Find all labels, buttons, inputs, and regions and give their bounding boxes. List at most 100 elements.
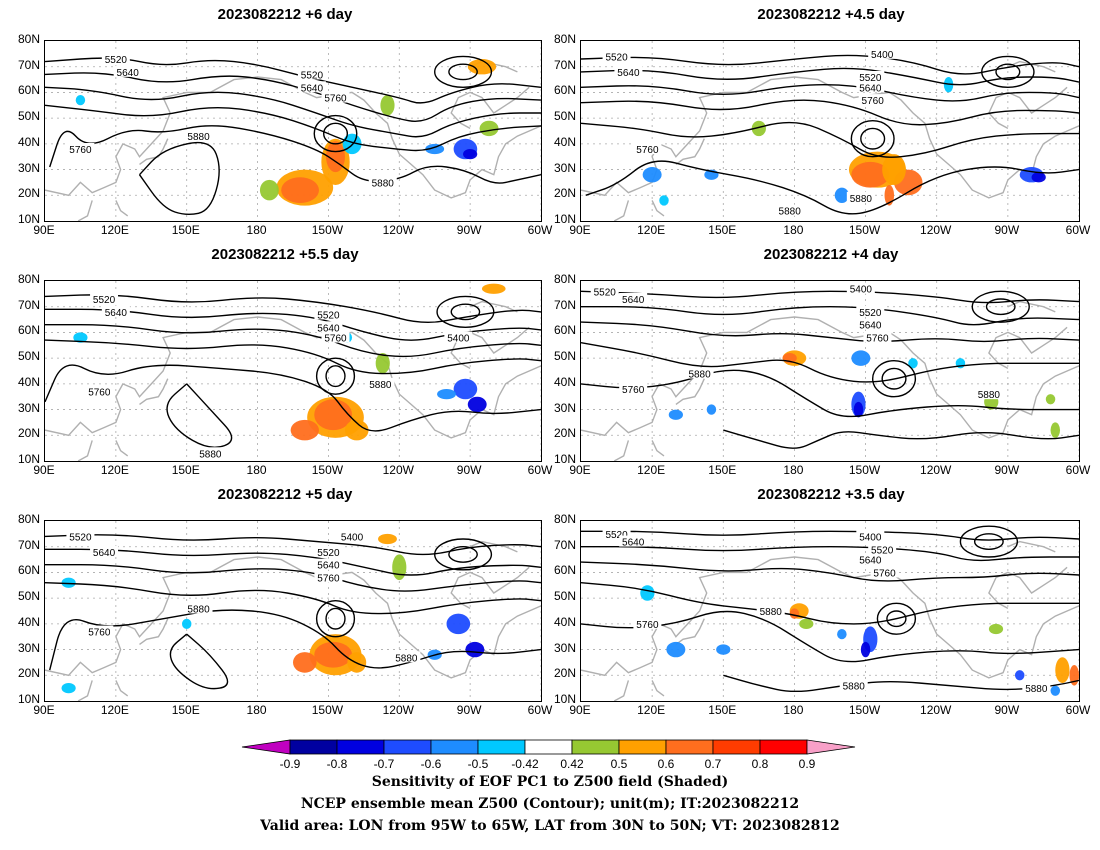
coastline — [115, 200, 129, 217]
lon-label: 90E — [33, 703, 55, 717]
colorbar-swatch — [383, 739, 432, 755]
contour-label: 5520 — [69, 532, 92, 543]
contour-label-bg — [619, 293, 648, 304]
z500-closed-contour — [871, 360, 917, 398]
z500-closed-contour — [881, 367, 907, 390]
contour-label-bg — [338, 530, 367, 542]
lon-label: 90W — [994, 223, 1020, 237]
contour-label-bg — [297, 81, 326, 93]
lat-label: 10N — [17, 692, 40, 706]
lon-label: 180 — [783, 463, 804, 477]
contour-label-bg — [314, 545, 343, 557]
sensitivity-shade — [467, 59, 497, 75]
colorbar-tick-label: -0.7 — [374, 757, 395, 771]
caption-line-3: Valid area: LON from 95W to 65W, LAT fro… — [260, 818, 840, 834]
caption-line-2: NCEP ensemble mean Z500 (Contour); unit(… — [300, 796, 800, 812]
contour-label-bg — [444, 331, 473, 343]
contour-label: 5760 — [862, 96, 885, 107]
colorbar-swatch — [430, 739, 479, 755]
colorbar-tick-label: -0.42 — [511, 757, 539, 771]
coastline — [581, 556, 1079, 679]
lon-label: 90W — [456, 703, 482, 717]
lat-label: 20N — [17, 186, 40, 201]
contour-label: 5520 — [605, 530, 628, 541]
contour-label-bg — [314, 321, 343, 333]
contour-label: 5520 — [594, 287, 617, 298]
z500-closed-contour — [850, 120, 895, 158]
contour-label: 5880 — [779, 207, 802, 218]
contour-label-bg — [314, 558, 343, 570]
coastline — [469, 300, 518, 313]
map-canvas-4: 5520 5640 5400 5520 5640 5760 5880 5760 5880 — [581, 281, 1079, 461]
contour-label-bg — [856, 71, 885, 82]
sensitivity-shade — [61, 683, 76, 694]
z500-closed-contour — [995, 63, 1021, 81]
sensitivity-shade — [1014, 670, 1025, 681]
contour-label-bg — [368, 176, 397, 188]
z500-contour — [581, 54, 1079, 75]
contour-label-bg — [366, 377, 395, 389]
lon-label: 150W — [311, 463, 344, 477]
z500-contour — [581, 99, 1079, 126]
z500-contour — [581, 582, 1079, 625]
contour-label: 5640 — [105, 308, 128, 319]
lat-label: 70N — [553, 297, 576, 312]
lon-label: 60W — [1065, 463, 1091, 477]
contour-label-bg — [184, 130, 213, 142]
contour-label: 5760 — [88, 628, 111, 639]
coastline — [469, 540, 518, 553]
contour-label-bg — [602, 50, 631, 62]
coastline — [988, 86, 1068, 130]
contour-label: 5640 — [622, 538, 645, 549]
sensitivity-shade — [853, 401, 864, 418]
lon-label: 180 — [246, 463, 267, 477]
lat-label: 70N — [17, 297, 40, 312]
lat-label: 30N — [17, 160, 40, 175]
contour-label: 5880 — [1025, 684, 1048, 695]
contour-label: 5640 — [301, 83, 324, 94]
contour-label: 5400 — [447, 334, 470, 345]
contour-label: 5880 — [688, 370, 711, 381]
sensitivity-shade — [884, 185, 895, 206]
lon-label: 120W — [382, 463, 414, 477]
coastline — [581, 76, 1079, 199]
lon-label: 60W — [527, 463, 553, 477]
z500-contour — [723, 429, 1079, 449]
z500-closed-contour — [448, 63, 478, 81]
sensitivity-shade — [314, 641, 353, 668]
sensitivity-shade — [75, 95, 86, 106]
lon-label: 120E — [100, 463, 129, 477]
sensitivity-shade — [851, 161, 890, 188]
lat-label: 50N — [553, 349, 576, 364]
sensitivity-shade — [453, 378, 478, 400]
contour-label: 5520 — [605, 52, 628, 63]
lon-label: 90W — [994, 463, 1020, 477]
contour-label: 5760 — [636, 620, 659, 631]
contour-label: 5520 — [317, 310, 340, 321]
contour-label: 5640 — [317, 561, 340, 572]
contour-label: 5760 — [636, 145, 659, 156]
sensitivity-shade — [659, 195, 669, 206]
lon-label: 60W — [527, 703, 553, 717]
contour-label: 5760 — [622, 385, 645, 396]
panel-title-5: 2023082212 +5 day — [217, 486, 353, 503]
contour-label-bg — [314, 571, 343, 583]
lon-label: 120W — [920, 703, 952, 717]
sensitivity-shade — [1050, 422, 1061, 438]
lon-label: 90W — [456, 223, 482, 237]
lon-label: 60W — [1065, 703, 1091, 717]
sensitivity-shade — [1050, 685, 1061, 696]
lat-label: 70N — [17, 57, 40, 72]
sensitivity-shade — [290, 419, 319, 441]
lat-label: 70N — [17, 537, 40, 552]
lat-label: 60N — [17, 563, 40, 578]
lat-label: 40N — [17, 614, 40, 629]
z500-closed-contour — [436, 295, 495, 328]
contour-label-bg — [314, 308, 343, 320]
map-panel-4: 5520 5640 5400 5520 5640 5760 5880 5760 5880 — [580, 280, 1080, 462]
z500-contour — [45, 582, 541, 615]
colorbar-swatch — [618, 739, 667, 755]
z500-contour — [138, 141, 220, 216]
sensitivity-shade — [789, 608, 800, 619]
